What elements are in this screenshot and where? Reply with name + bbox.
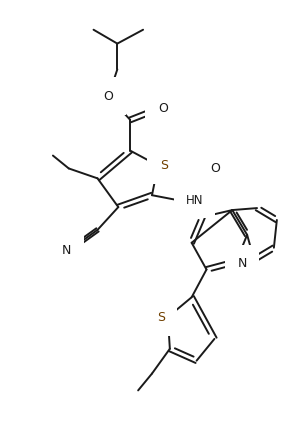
Text: O: O <box>158 102 168 115</box>
Text: S: S <box>160 159 168 172</box>
Text: O: O <box>103 89 113 102</box>
Text: HN: HN <box>186 194 203 207</box>
Text: N: N <box>238 257 247 270</box>
Text: N: N <box>62 244 71 257</box>
Text: O: O <box>210 162 220 175</box>
Text: S: S <box>157 311 165 324</box>
